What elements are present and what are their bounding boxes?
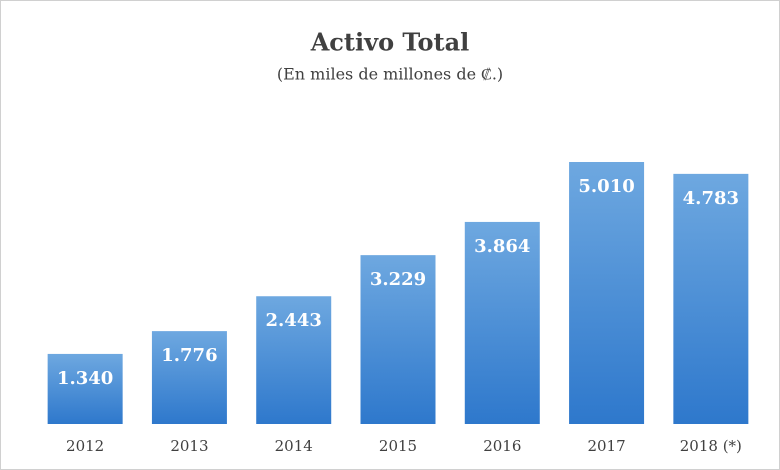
value-label: 3.864 xyxy=(474,236,530,257)
bar xyxy=(256,296,332,424)
bar xyxy=(464,221,540,424)
x-tick-label: 2016 xyxy=(483,437,521,455)
chart-subtitle: (En miles de millones de ₡.) xyxy=(277,65,503,84)
value-label: 2.443 xyxy=(266,310,322,331)
x-tick-label: 2018 (*) xyxy=(680,437,742,455)
value-label: 3.229 xyxy=(370,269,426,290)
bar xyxy=(47,353,123,424)
value-label: 5.010 xyxy=(578,176,634,197)
x-tick-label: 2017 xyxy=(587,437,625,455)
bar xyxy=(673,173,749,424)
bar xyxy=(569,162,645,424)
bar xyxy=(151,331,227,424)
x-tick-label: 2012 xyxy=(66,437,104,455)
value-label: 4.783 xyxy=(683,188,739,209)
x-tick-label: 2015 xyxy=(379,437,417,455)
x-tick-label: 2014 xyxy=(275,437,313,455)
value-label: 1.340 xyxy=(57,368,113,389)
x-tick-label: 2013 xyxy=(170,437,208,455)
bar xyxy=(360,255,436,424)
chart-title: Activo Total xyxy=(310,28,470,57)
value-label: 1.776 xyxy=(161,345,217,366)
